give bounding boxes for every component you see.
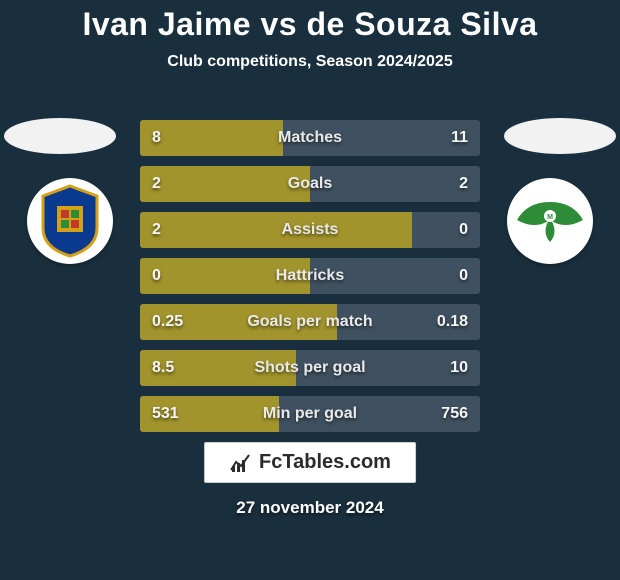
stat-row: Assists2 0 <box>140 212 480 248</box>
stat-label: Shots per goal <box>140 350 480 386</box>
stat-label: Min per goal <box>140 396 480 432</box>
page-title: Ivan Jaime vs de Souza Silva <box>0 6 620 43</box>
stat-value-right: 756 <box>441 396 468 432</box>
stat-row: Shots per goal8.5 10 <box>140 350 480 386</box>
chart-icon <box>229 452 251 474</box>
stat-row: Goals2 2 <box>140 166 480 202</box>
stat-value-left: 2 <box>152 166 161 202</box>
country-flag-left <box>4 118 116 154</box>
bird-icon: M <box>513 196 587 246</box>
stat-value-left: 2 <box>152 212 161 248</box>
svg-text:M: M <box>547 214 553 221</box>
stat-label: Goals per match <box>140 304 480 340</box>
stat-value-right: 0.18 <box>437 304 468 340</box>
stat-row: Matches8 11 <box>140 120 480 156</box>
stat-row: Hattricks0 0 <box>140 258 480 294</box>
stat-value-right: 0 <box>459 258 468 294</box>
stat-label: Hattricks <box>140 258 480 294</box>
stat-value-left: 8 <box>152 120 161 156</box>
club-crest-right: M <box>507 178 593 264</box>
stat-value-right: 0 <box>459 212 468 248</box>
stat-value-left: 0.25 <box>152 304 183 340</box>
page-subtitle: Club competitions, Season 2024/2025 <box>0 53 620 71</box>
stat-label: Assists <box>140 212 480 248</box>
comparison-bars: Matches811Goals22Assists20Hattricks00Goa… <box>140 120 480 442</box>
stat-value-right: 10 <box>450 350 468 386</box>
stat-label: Goals <box>140 166 480 202</box>
stat-value-left: 531 <box>152 396 179 432</box>
watermark-text: FcTables.com <box>259 451 391 474</box>
stat-row: Min per goal531 756 <box>140 396 480 432</box>
country-flag-right <box>504 118 616 154</box>
watermark-badge: FcTables.com <box>204 442 416 483</box>
footer-date: 27 november 2024 <box>0 498 620 518</box>
stat-value-right: 11 <box>451 120 468 156</box>
stat-value-left: 8.5 <box>152 350 174 386</box>
club-crest-left <box>27 178 113 264</box>
stat-value-left: 0 <box>152 258 161 294</box>
stat-label: Matches <box>140 120 480 156</box>
stat-row: Goals per match0.25 0.18 <box>140 304 480 340</box>
stat-value-right: 2 <box>459 166 468 202</box>
shield-icon <box>37 184 103 258</box>
content: Ivan Jaime vs de Souza Silva Club compet… <box>0 0 620 580</box>
